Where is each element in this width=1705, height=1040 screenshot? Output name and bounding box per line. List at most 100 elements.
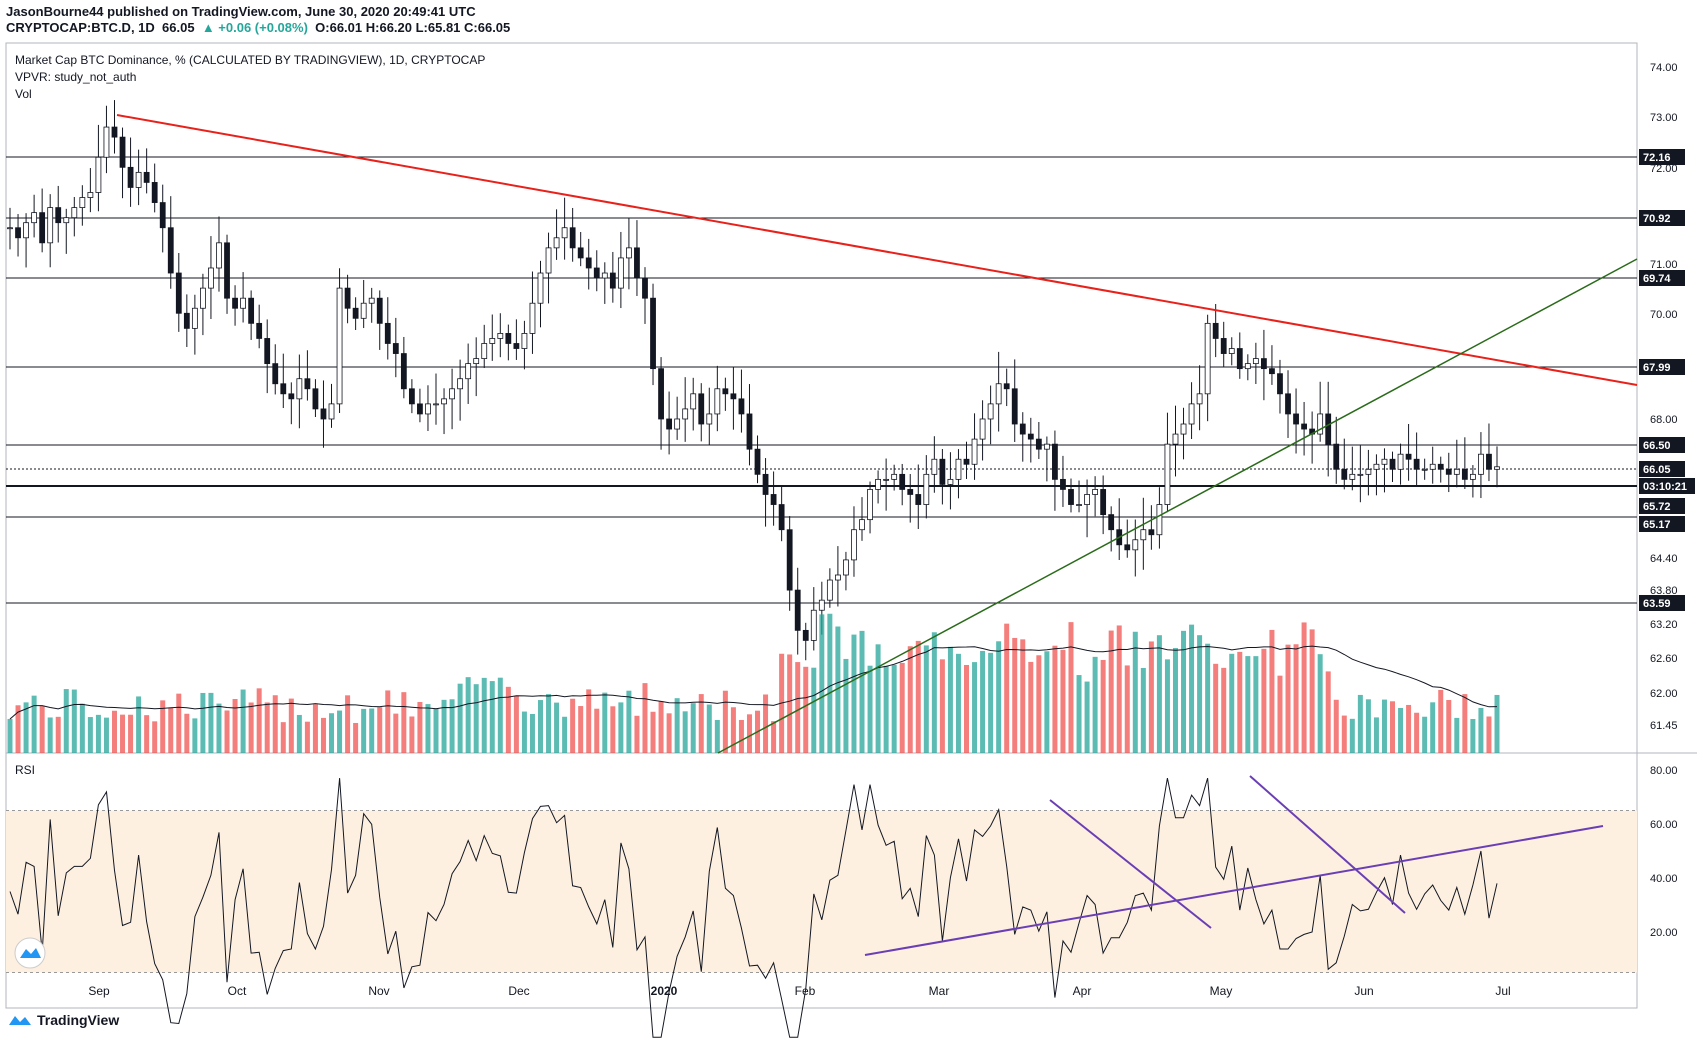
price-label: 66.05 bbox=[162, 20, 195, 35]
rsi-label: RSI bbox=[15, 763, 35, 777]
candle-body bbox=[963, 458, 970, 465]
volume-bar bbox=[1148, 641, 1154, 753]
x-tick-label: Nov bbox=[368, 984, 389, 998]
candle-body bbox=[1084, 494, 1090, 505]
candle-body bbox=[1148, 529, 1155, 536]
candle-body bbox=[216, 242, 222, 269]
candle-body bbox=[891, 473, 898, 480]
volume-bar bbox=[1092, 656, 1098, 753]
candle-body bbox=[859, 519, 865, 531]
volume-bar bbox=[31, 695, 37, 753]
candle-body bbox=[505, 333, 512, 344]
volume-bar bbox=[658, 701, 664, 753]
candle-body bbox=[159, 202, 166, 229]
volume-bar bbox=[1430, 702, 1436, 753]
candle-body bbox=[939, 458, 946, 485]
candle-body bbox=[232, 297, 238, 309]
volume-bar bbox=[1390, 701, 1396, 753]
volume-bar bbox=[947, 646, 953, 753]
candle-body bbox=[770, 494, 777, 505]
volume-bar bbox=[972, 662, 978, 753]
volume-bar bbox=[570, 698, 576, 753]
candle-body bbox=[923, 473, 930, 505]
candle-body bbox=[183, 312, 190, 329]
volume-bar bbox=[71, 689, 77, 753]
symbol-label: CRYPTOCAP:BTC.D, 1D bbox=[6, 20, 155, 35]
candle-body bbox=[167, 227, 174, 274]
volume-bar bbox=[1301, 622, 1307, 753]
candle-body bbox=[63, 217, 70, 224]
volume-bar bbox=[144, 715, 150, 753]
volume-bar bbox=[562, 716, 568, 753]
volume-bar bbox=[47, 717, 53, 753]
volume-bar bbox=[988, 652, 994, 753]
y-tick-label: 73.00 bbox=[1650, 112, 1678, 124]
candle-body bbox=[135, 171, 142, 188]
tradingview-logo[interactable]: TradingView bbox=[8, 1012, 119, 1028]
volume-bar bbox=[1140, 667, 1146, 753]
volume-bar bbox=[1237, 651, 1243, 753]
volume-bar bbox=[867, 665, 873, 753]
volume-bar bbox=[1325, 671, 1331, 753]
candle-body bbox=[1060, 478, 1066, 490]
volume-bar bbox=[939, 659, 945, 753]
candle-body bbox=[1027, 433, 1034, 440]
volume-bar bbox=[738, 719, 744, 753]
volume-bar bbox=[79, 703, 85, 753]
volume-bar bbox=[594, 708, 600, 753]
volume-bar bbox=[1398, 707, 1404, 753]
x-tick-label: Apr bbox=[1073, 984, 1092, 998]
volume-bar bbox=[964, 664, 970, 753]
volume-bar bbox=[1197, 635, 1203, 753]
volume-bar bbox=[1478, 707, 1484, 753]
candle-body bbox=[1244, 363, 1251, 370]
volume-bar bbox=[1060, 649, 1066, 753]
candle-body bbox=[722, 388, 729, 395]
candle-body bbox=[360, 302, 367, 319]
candle-body bbox=[1172, 433, 1179, 445]
candle-body bbox=[674, 418, 681, 430]
y-tick-label: 62.00 bbox=[1650, 688, 1678, 700]
volume-bar bbox=[1422, 716, 1428, 753]
volume-bar bbox=[891, 664, 897, 753]
level-label: 03:10:21 bbox=[1643, 481, 1687, 493]
candle-body bbox=[15, 227, 21, 239]
candle-body bbox=[987, 403, 994, 420]
candle-body bbox=[666, 418, 673, 430]
volume-bar bbox=[425, 704, 431, 753]
volume-bar bbox=[120, 714, 126, 753]
volume-bar bbox=[256, 688, 262, 753]
volume-bar bbox=[980, 650, 986, 753]
candle-body bbox=[23, 222, 29, 239]
candle-body bbox=[642, 277, 648, 299]
volume-bar bbox=[433, 708, 439, 753]
volume-bar bbox=[955, 653, 961, 753]
ohlc-label: O:66.01 H:66.20 L:65.81 C:66.05 bbox=[315, 20, 511, 35]
volume-bar bbox=[345, 695, 351, 753]
volume-bar bbox=[546, 694, 552, 753]
volume-bar bbox=[915, 640, 921, 753]
y-tick-label: 64.40 bbox=[1650, 553, 1678, 565]
volume-bar bbox=[1414, 712, 1420, 753]
volume-bar bbox=[1438, 689, 1444, 753]
volume-bar bbox=[923, 645, 929, 753]
candle-body bbox=[400, 353, 407, 390]
candle-body bbox=[1333, 443, 1340, 470]
candle-body bbox=[851, 529, 857, 561]
candle-body bbox=[441, 398, 447, 405]
candle-body bbox=[1124, 544, 1131, 551]
volume-bar bbox=[578, 706, 584, 753]
candle-body bbox=[746, 413, 753, 450]
candle-body bbox=[1212, 322, 1219, 339]
candle-body bbox=[248, 297, 255, 324]
volume-bar bbox=[1012, 637, 1018, 753]
volume-bar bbox=[1486, 716, 1492, 753]
volume-bar bbox=[489, 681, 495, 753]
volume-bar bbox=[1116, 625, 1122, 753]
volume-bar bbox=[1245, 656, 1251, 753]
candle-body bbox=[1478, 453, 1484, 475]
volume-bar bbox=[441, 699, 447, 753]
volume-bar bbox=[224, 710, 230, 753]
candle-body bbox=[256, 322, 263, 339]
